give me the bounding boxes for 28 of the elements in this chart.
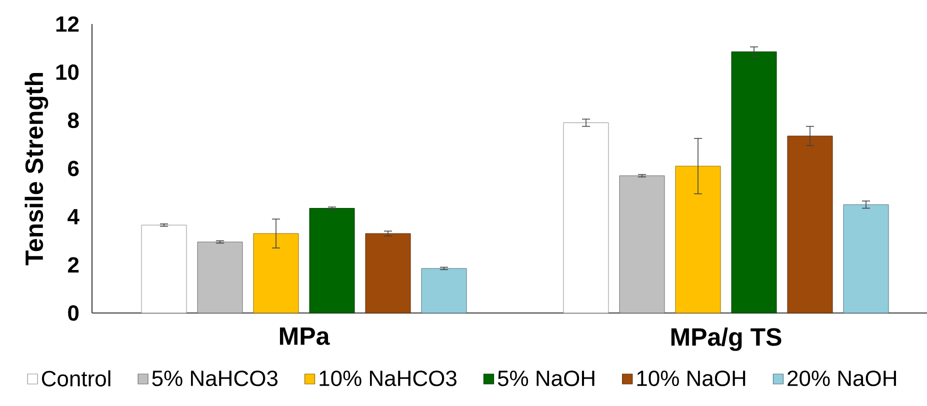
legend-label: 5% NaOH [498, 370, 594, 386]
y-tick-label: 10 [56, 64, 79, 80]
bar [787, 136, 833, 314]
bar [563, 122, 609, 314]
bar [309, 208, 355, 314]
legend-label: Control [42, 370, 110, 386]
y-tick-label: 0 [68, 305, 79, 321]
y-axis-title: Tensile Strength [24, 73, 48, 266]
legend-label: 10% NaOH [637, 370, 746, 386]
y-tick-label: 6 [68, 160, 79, 176]
y-tick-label: 2 [68, 257, 79, 273]
bar [731, 51, 777, 314]
bar [675, 166, 721, 314]
bar [421, 268, 467, 314]
legend-label: 5% NaHCO3 [152, 370, 278, 386]
bar [843, 204, 889, 314]
bar [253, 233, 299, 314]
bar [141, 224, 187, 314]
y-tick-label: 8 [68, 112, 79, 128]
legend-label: 10% NaHCO3 [320, 370, 456, 386]
x-tick-label: MPa [280, 328, 330, 345]
legend-label: 20% NaOH [788, 370, 896, 386]
bar [365, 233, 411, 314]
bar [197, 242, 243, 314]
x-tick-label: MPa/g TS [671, 328, 782, 351]
y-tick-label: 4 [68, 209, 80, 224]
y-tick-label: 12 [56, 16, 79, 32]
bar [619, 175, 665, 314]
